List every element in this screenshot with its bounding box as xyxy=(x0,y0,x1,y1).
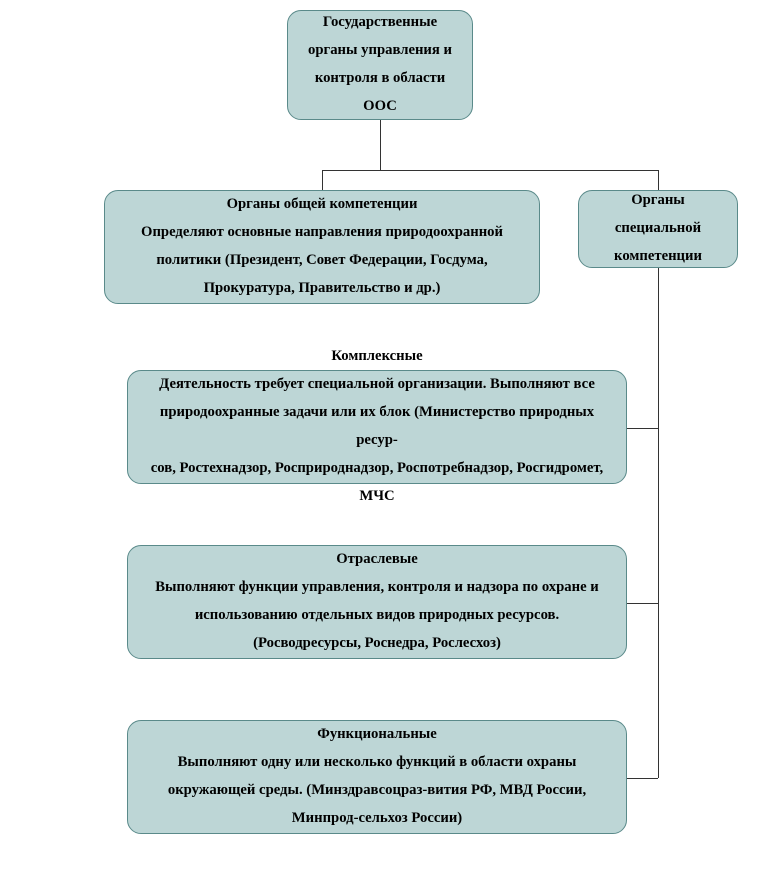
node-sectoral-title: Отраслевые xyxy=(138,546,616,574)
node-general-line-0: Определяют основные направления природоо… xyxy=(115,219,529,247)
node-complex: Комплексные Деятельность требует специал… xyxy=(127,370,627,484)
node-general-title: Органы общей компетенции xyxy=(115,191,529,219)
node-sectoral-line-1: использованию отдельных видов природных … xyxy=(138,602,616,630)
edge-root-down xyxy=(380,120,381,170)
node-functional-line-0: Выполняют одну или несколько функций в о… xyxy=(138,749,616,777)
node-sectoral-line-2: (Росводресурсы, Роснедра, Рослесхоз) xyxy=(138,630,616,658)
node-complex-title: Комплексные xyxy=(138,343,616,371)
node-complex-line-2: сов, Ростехнадзор, Росприроднадзор, Росп… xyxy=(138,455,616,511)
node-general: Органы общей компетенции Определяют осно… xyxy=(104,190,540,304)
edge-root-hbar xyxy=(322,170,659,171)
edge-to-general xyxy=(322,170,323,190)
node-root-line-3: ООС xyxy=(298,93,462,121)
node-special-line-0: Органы специальной xyxy=(589,187,727,243)
node-general-line-2: Прокуратура, Правительство и др.) xyxy=(115,275,529,303)
node-root-line-1: органы управления и xyxy=(298,37,462,65)
node-functional-line-1: окружающей среды. (Минздравсоцраз-вития … xyxy=(138,777,616,805)
node-functional: Функциональные Выполняют одну или нескол… xyxy=(127,720,627,834)
node-root-line-2: контроля в области xyxy=(298,65,462,93)
node-functional-line-2: Минпрод-сельхоз России) xyxy=(138,805,616,833)
edge-to-special xyxy=(658,170,659,190)
edge-special-trunk xyxy=(658,268,659,778)
node-sectoral-line-0: Выполняют функции управления, контроля и… xyxy=(138,574,616,602)
node-sectoral: Отраслевые Выполняют функции управления,… xyxy=(127,545,627,659)
node-complex-line-1: природоохранные задачи или их блок (Мини… xyxy=(138,399,616,455)
node-root-line-0: Государственные xyxy=(298,9,462,37)
node-functional-title: Функциональные xyxy=(138,721,616,749)
edge-to-functional xyxy=(627,778,658,779)
edge-to-complex xyxy=(627,428,658,429)
node-root: Государственные органы управления и конт… xyxy=(287,10,473,120)
edge-to-sectoral xyxy=(627,603,658,604)
node-special: Органы специальной компетенции xyxy=(578,190,738,268)
node-special-line-1: компетенции xyxy=(589,243,727,271)
node-complex-line-0: Деятельность требует специальной организ… xyxy=(138,371,616,399)
node-general-line-1: политики (Президент, Совет Федерации, Го… xyxy=(115,247,529,275)
